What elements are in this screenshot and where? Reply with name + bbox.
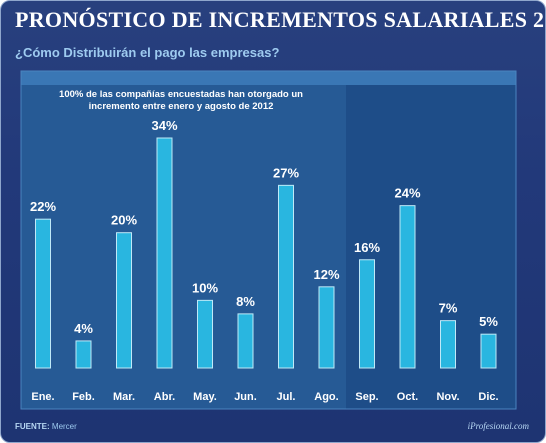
bar-value-label: 5% xyxy=(479,314,498,329)
category-label: Oct. xyxy=(397,391,418,403)
bar-value-label: 8% xyxy=(236,294,255,309)
chart-title: PRONÓSTICO DE INCREMENTOS SALARIALES 201… xyxy=(15,7,546,32)
category-label: Jul. xyxy=(277,391,296,403)
bar-value-label: 12% xyxy=(313,267,339,282)
chart-subtitle: ¿Cómo Distribuirán el pago las empresas? xyxy=(15,45,280,60)
bar-oct xyxy=(399,205,416,369)
category-label: Ene. xyxy=(31,391,54,403)
category-label: Jun. xyxy=(234,391,257,403)
category-label: Dic. xyxy=(478,391,498,403)
bar-value-label: 16% xyxy=(354,240,380,255)
category-label: Sep. xyxy=(355,391,378,403)
source-value: Mercer xyxy=(51,422,77,431)
bar-value-label: 22% xyxy=(30,199,56,214)
bars-layer: 22% Ene. 4% Feb. 20% Mar. 34% Abr. 10% May. 8% Jun.… xyxy=(30,118,499,403)
bar-value-label: 4% xyxy=(74,321,93,336)
bar-mar xyxy=(116,232,132,369)
bar-may xyxy=(197,299,213,369)
bar-nov xyxy=(440,320,456,369)
bar-value-label: 10% xyxy=(192,280,218,295)
bar-value-label: 24% xyxy=(394,186,420,201)
bar-sep xyxy=(359,259,375,369)
category-label: May. xyxy=(193,391,217,403)
category-label: Abr. xyxy=(154,391,175,403)
plot-area-left xyxy=(21,71,346,409)
source-credit: FUENTE: Mercer xyxy=(15,422,77,431)
bar-value-label: 34% xyxy=(151,118,177,133)
category-label: Nov. xyxy=(436,391,459,403)
bar-dic xyxy=(480,333,497,369)
plot-top-band xyxy=(21,71,516,85)
bar-abr xyxy=(156,137,173,369)
bar-feb xyxy=(75,340,92,369)
bar-value-label: 20% xyxy=(111,213,137,228)
chart-note: 100% de las compañías encuestadas han ot… xyxy=(59,89,303,112)
bar-ene xyxy=(35,218,51,369)
plot-border xyxy=(20,70,517,410)
bar-value-label: 7% xyxy=(439,301,458,316)
bar-value-label: 27% xyxy=(273,165,299,180)
bar-jun xyxy=(237,313,254,369)
category-label: Mar. xyxy=(113,391,135,403)
bar-jul xyxy=(278,184,294,369)
category-label: Ago. xyxy=(314,391,338,403)
source-label: FUENTE: xyxy=(15,422,50,431)
bar-ago xyxy=(318,286,335,369)
brand-credit: iProfesional.com xyxy=(467,421,529,431)
category-label: Feb. xyxy=(72,391,95,403)
